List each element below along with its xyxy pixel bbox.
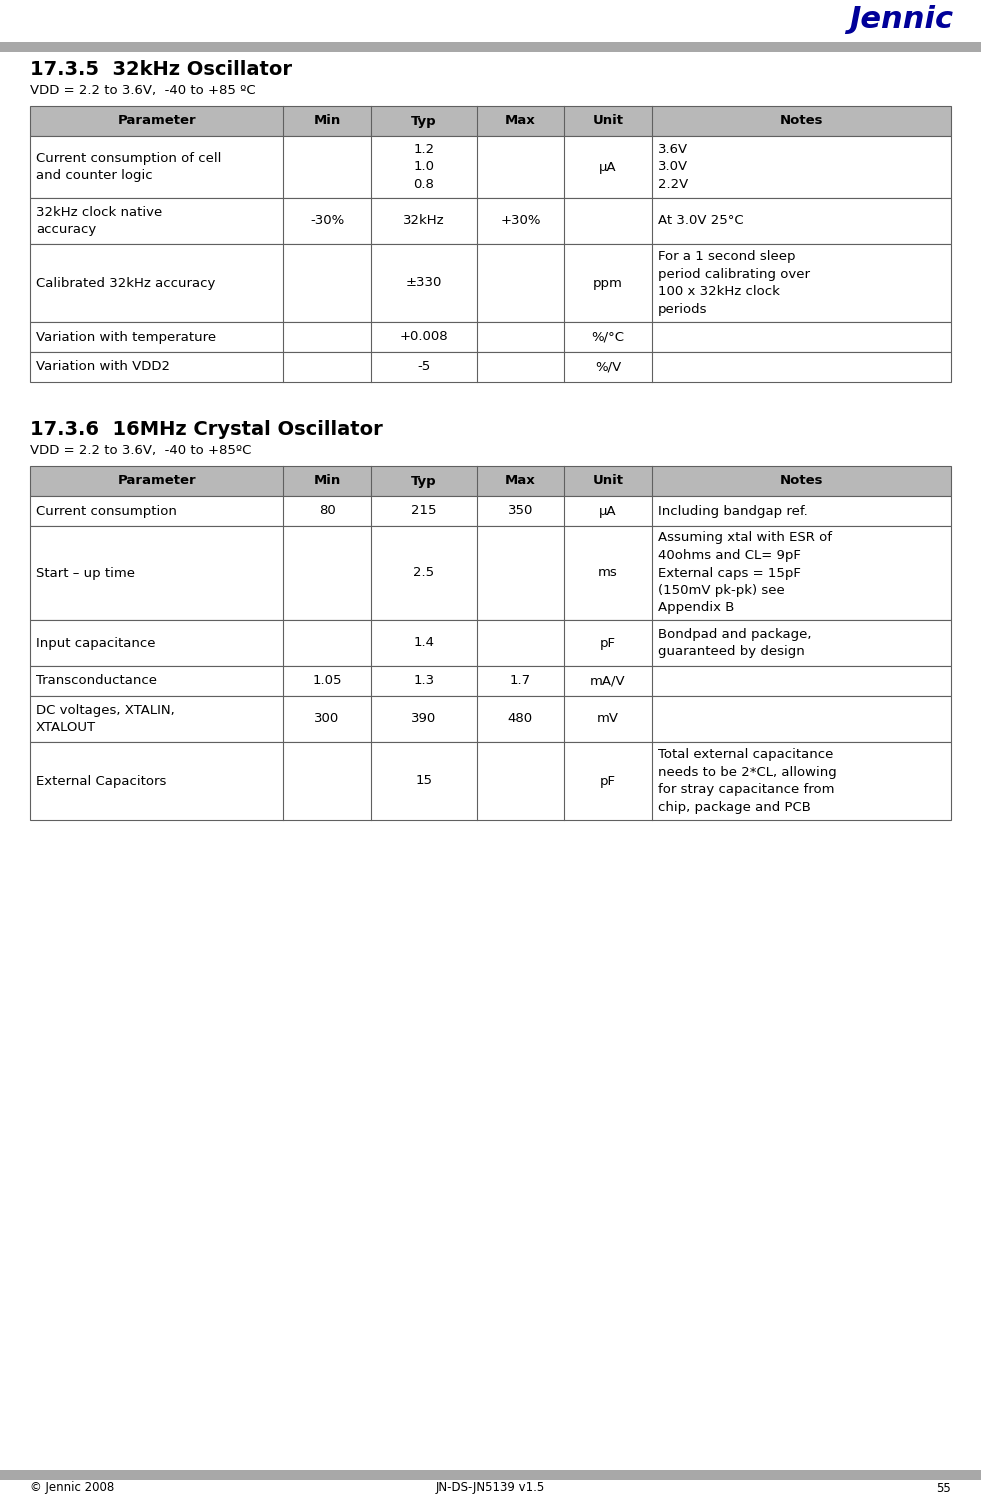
Text: Typ: Typ [411,475,437,487]
Bar [30,667,951,697]
Text: 215: 215 [411,505,437,517]
Text: 1.05: 1.05 [312,674,341,688]
Text: pF: pF [600,774,616,788]
Text: VDD = 2.2 to 3.6V,  -40 to +85ºC: VDD = 2.2 to 3.6V, -40 to +85ºC [30,443,251,457]
Text: External Capacitors: External Capacitors [36,774,167,788]
Text: Parameter: Parameter [118,114,196,127]
Text: Variation with VDD2: Variation with VDD2 [36,361,170,373]
Text: %/V: %/V [594,361,621,373]
Text: 390: 390 [411,713,437,725]
Text: Input capacitance: Input capacitance [36,637,156,650]
Bar [30,697,951,742]
Text: 55: 55 [936,1482,951,1495]
Text: Min: Min [313,475,340,487]
Text: μA: μA [599,505,617,517]
Bar [30,244,951,322]
Bar [30,620,951,667]
Text: 17.3.5  32kHz Oscillator: 17.3.5 32kHz Oscillator [30,60,292,79]
Text: 15: 15 [415,774,433,788]
Text: ms: ms [598,566,618,580]
Text: DC voltages, XTALIN,
XTALOUT: DC voltages, XTALIN, XTALOUT [36,704,175,734]
Text: 17.3.6  16MHz Crystal Oscillator: 17.3.6 16MHz Crystal Oscillator [30,419,383,439]
Text: 1.7: 1.7 [510,674,531,688]
Text: Unit: Unit [593,475,624,487]
Text: Transconductance: Transconductance [36,674,157,688]
Text: Current consumption of cell
and counter logic: Current consumption of cell and counter … [36,151,222,183]
Text: Max: Max [505,475,536,487]
Text: -5: -5 [417,361,431,373]
Text: 2.5: 2.5 [413,566,435,580]
Text: ±330: ±330 [405,277,441,289]
Bar [0,42,981,52]
Text: 300: 300 [314,713,339,725]
Bar [30,352,951,382]
Text: 1.3: 1.3 [413,674,435,688]
Text: μA: μA [599,160,617,174]
Bar [30,198,951,244]
Text: pF: pF [600,637,616,650]
Bar [30,322,951,352]
Text: -30%: -30% [310,214,344,228]
Text: ppm: ppm [593,277,623,289]
Bar [30,136,951,198]
Text: Assuming xtal with ESR of
40ohms and CL= 9pF
External caps = 15pF
(150mV pk-pk) : Assuming xtal with ESR of 40ohms and CL=… [657,532,832,614]
Text: 350: 350 [508,505,533,517]
Text: Max: Max [505,114,536,127]
Text: %/°C: %/°C [592,331,625,343]
Bar [30,466,951,496]
Text: Typ: Typ [411,114,437,127]
Text: Notes: Notes [780,475,823,487]
Text: Including bandgap ref.: Including bandgap ref. [657,505,807,517]
Text: 1.4: 1.4 [413,637,435,650]
Text: Jennic: Jennic [849,4,953,34]
Text: Min: Min [313,114,340,127]
Bar [0,1470,981,1480]
Text: 32kHz clock native
accuracy: 32kHz clock native accuracy [36,205,162,237]
Bar [30,496,951,526]
Text: Start – up time: Start – up time [36,566,135,580]
Bar [30,526,951,620]
Text: +0.008: +0.008 [399,331,448,343]
Text: © Jennic 2008: © Jennic 2008 [30,1482,114,1495]
Text: 480: 480 [508,713,533,725]
Text: Bondpad and package,
guaranteed by design: Bondpad and package, guaranteed by desig… [657,628,811,658]
Text: Total external capacitance
needs to be 2*CL, allowing
for stray capacitance from: Total external capacitance needs to be 2… [657,748,837,813]
Text: VDD = 2.2 to 3.6V,  -40 to +85 ºC: VDD = 2.2 to 3.6V, -40 to +85 ºC [30,84,256,97]
Text: 1.2
1.0
0.8: 1.2 1.0 0.8 [413,142,435,192]
Bar [30,742,951,819]
Text: 3.6V
3.0V
2.2V: 3.6V 3.0V 2.2V [657,142,688,192]
Text: Unit: Unit [593,114,624,127]
Bar [30,106,951,136]
Text: Calibrated 32kHz accuracy: Calibrated 32kHz accuracy [36,277,216,289]
Text: Notes: Notes [780,114,823,127]
Text: JN-DS-JN5139 v1.5: JN-DS-JN5139 v1.5 [436,1482,545,1495]
Text: For a 1 second sleep
period calibrating over
100 x 32kHz clock
periods: For a 1 second sleep period calibrating … [657,250,809,316]
Text: Current consumption: Current consumption [36,505,177,517]
Text: Parameter: Parameter [118,475,196,487]
Text: mA/V: mA/V [591,674,626,688]
Text: +30%: +30% [500,214,541,228]
Text: At 3.0V 25°C: At 3.0V 25°C [657,214,744,228]
Text: Variation with temperature: Variation with temperature [36,331,216,343]
Text: 80: 80 [319,505,336,517]
Text: mV: mV [596,713,619,725]
Text: 32kHz: 32kHz [403,214,444,228]
